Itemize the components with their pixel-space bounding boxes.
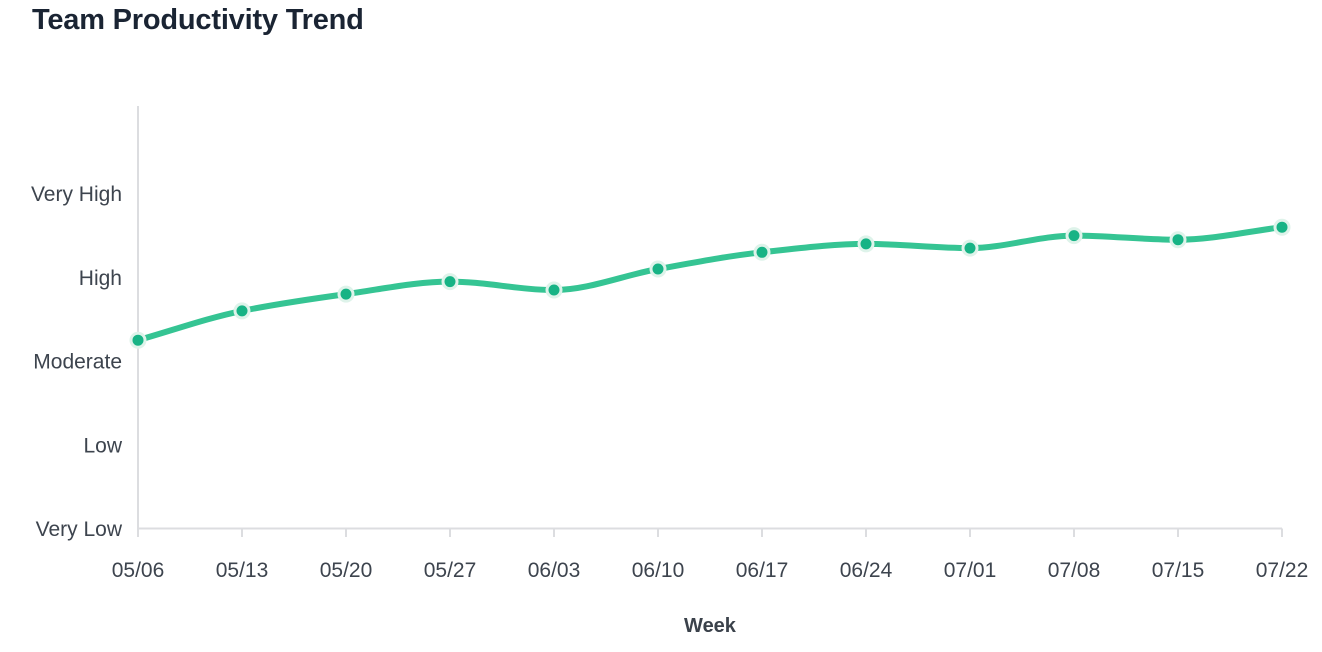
- data-point[interactable]: [337, 285, 355, 303]
- x-tick-label: 07/01: [944, 559, 997, 582]
- y-tick-label: Very Low: [36, 518, 123, 541]
- y-tick-label: Moderate: [33, 351, 122, 374]
- data-point[interactable]: [1273, 218, 1291, 236]
- x-tick-label: 05/20: [320, 559, 373, 582]
- chart-title: Team Productivity Trend: [32, 4, 364, 36]
- data-point[interactable]: [857, 235, 875, 253]
- data-point[interactable]: [129, 331, 147, 349]
- x-tick-label: 05/06: [112, 559, 165, 582]
- y-tick-label: High: [79, 267, 122, 290]
- data-point[interactable]: [1169, 231, 1187, 249]
- data-point[interactable]: [441, 273, 459, 291]
- x-tick-label: 06/03: [528, 559, 581, 582]
- data-point[interactable]: [545, 281, 563, 299]
- x-axis-title: Week: [684, 615, 736, 637]
- data-point[interactable]: [753, 243, 771, 261]
- x-tick-label: 06/10: [632, 559, 685, 582]
- x-tick-label: 07/08: [1048, 559, 1101, 582]
- data-point[interactable]: [961, 239, 979, 257]
- x-tick-label: 06/24: [840, 559, 893, 582]
- x-tick-label: 07/22: [1256, 559, 1309, 582]
- x-tick-label: 05/13: [216, 559, 269, 582]
- x-tick-label: 05/27: [424, 559, 477, 582]
- x-tick-label: 06/17: [736, 559, 789, 582]
- data-point[interactable]: [1065, 227, 1083, 245]
- x-tick-label: 07/15: [1152, 559, 1205, 582]
- data-point[interactable]: [233, 302, 251, 320]
- data-point[interactable]: [649, 260, 667, 278]
- y-tick-label: Very High: [31, 183, 122, 206]
- y-tick-label: Low: [83, 434, 122, 457]
- trend-line: [135, 224, 1285, 344]
